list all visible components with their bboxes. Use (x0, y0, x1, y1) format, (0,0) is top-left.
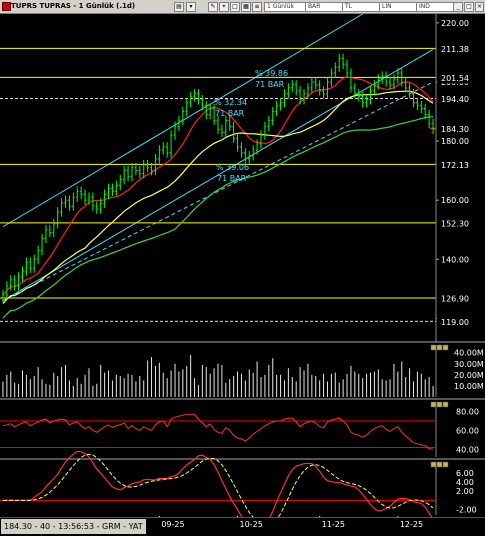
panel-control-button[interactable] (430, 401, 437, 408)
date-tick-label: 10-25 (239, 520, 263, 529)
level-label-bg (437, 71, 484, 84)
level-label: 152.30 (441, 219, 469, 228)
price-axis-bg (436, 14, 485, 342)
app-icon (2, 2, 11, 11)
panel-control-button[interactable] (436, 344, 443, 351)
volume-tick-label: 30.00M (454, 360, 484, 369)
volume-tick-label: 20.00M (454, 371, 484, 380)
channel-bars-label: 71 BAR (255, 80, 285, 89)
rsi-tick-label: 80.00 (456, 407, 479, 416)
date-tick-label: 09-25 (161, 520, 185, 529)
level-label-bg (437, 42, 484, 55)
macd-tick-label: -2.00 (456, 506, 477, 515)
price-tick-label: 140.00 (441, 255, 469, 264)
panel-control-button[interactable] (442, 344, 449, 351)
tool-button-2[interactable]: ⌖ (219, 2, 229, 12)
ma-short-line (2, 76, 434, 296)
tool-button-3[interactable]: □ (230, 2, 240, 12)
level-label-bg (437, 92, 484, 105)
status-text: 184.30 - 40 - 13:56:53 - GRM - YAT (1, 519, 146, 534)
ma-mid-line (2, 90, 434, 304)
minimize-button[interactable]: _ (453, 2, 463, 12)
level-label-bg (437, 158, 484, 171)
channel-lower-dashed-line (2, 81, 434, 302)
maximize-button[interactable]: □ (464, 2, 474, 12)
level-label: 211.38 (441, 45, 469, 54)
rsi-line (2, 413, 434, 450)
panel-control-button[interactable] (442, 401, 449, 408)
level-label-bg (437, 315, 484, 328)
close-button[interactable]: × (475, 2, 484, 12)
window-titlebar: TUPRS TUPRAS - 1 Günlük (.1d) ▤ ▾ ✎ ⌖ □ … (0, 0, 485, 14)
price-tick-label: 220.00 (441, 19, 469, 28)
rsi-tick-label: 60.00 (456, 426, 479, 435)
ma-long-line (2, 116, 434, 319)
panel-control-button[interactable] (436, 401, 443, 408)
panel-control-button[interactable] (430, 461, 437, 468)
level-label: 126.90 (441, 294, 469, 303)
rsi-tick-label: 40.00 (456, 445, 479, 454)
macd-tick-label: 4.00 (456, 478, 474, 487)
price-tick-label: 180.00 (441, 137, 469, 146)
window-title: TUPRS TUPRAS - 1 Günlük (.1d) (11, 2, 136, 10)
level-label: 201.54 (441, 74, 469, 83)
panel-control-button[interactable] (430, 344, 437, 351)
channel-bars-label: 71 BAR (215, 109, 245, 118)
volume-tick-label: 10.00M (454, 382, 484, 391)
channel-pct-label: % 39.86 (255, 69, 288, 78)
channel-pct-label: % 32.34 (214, 98, 247, 107)
color-picker-button[interactable]: ▾ (186, 2, 196, 12)
tool-button-4[interactable]: ▦ (241, 2, 251, 12)
price-tick-label: 160.00 (441, 196, 469, 205)
panel-control-button[interactable] (442, 461, 449, 468)
volume-tick-label: 40.00M (454, 349, 484, 358)
date-tick-label: 11-25 (321, 520, 345, 529)
macd-signal-line (3, 453, 434, 528)
macd-tick-label: 6.00 (456, 469, 474, 478)
macd-line (3, 450, 434, 531)
level-label-bg (437, 216, 484, 229)
channel-mid-line (2, 49, 434, 302)
tool-button-1[interactable]: ✎ (208, 2, 218, 12)
channel-bars-label: 71 BAR (217, 174, 247, 183)
date-tick-label: 12-25 (399, 520, 424, 529)
level-label: 194.40 (441, 95, 469, 104)
chart-settings-button[interactable]: ▤ (174, 2, 184, 12)
level-label: 119.00 (441, 318, 469, 327)
level-label: 184.30 (441, 125, 469, 134)
tool-button-5[interactable]: ≡ (252, 2, 262, 12)
panel-control-button[interactable] (436, 461, 443, 468)
macd-tick-label: 2.00 (456, 487, 474, 496)
status-bar: 184.30 - 40 - 13:56:53 - GRM - YAT (0, 517, 485, 536)
level-label-bg (437, 122, 484, 135)
level-label: 172.13 (441, 161, 469, 170)
channel-pct-label: % 39.06 (216, 163, 249, 172)
level-label-bg (437, 291, 484, 304)
